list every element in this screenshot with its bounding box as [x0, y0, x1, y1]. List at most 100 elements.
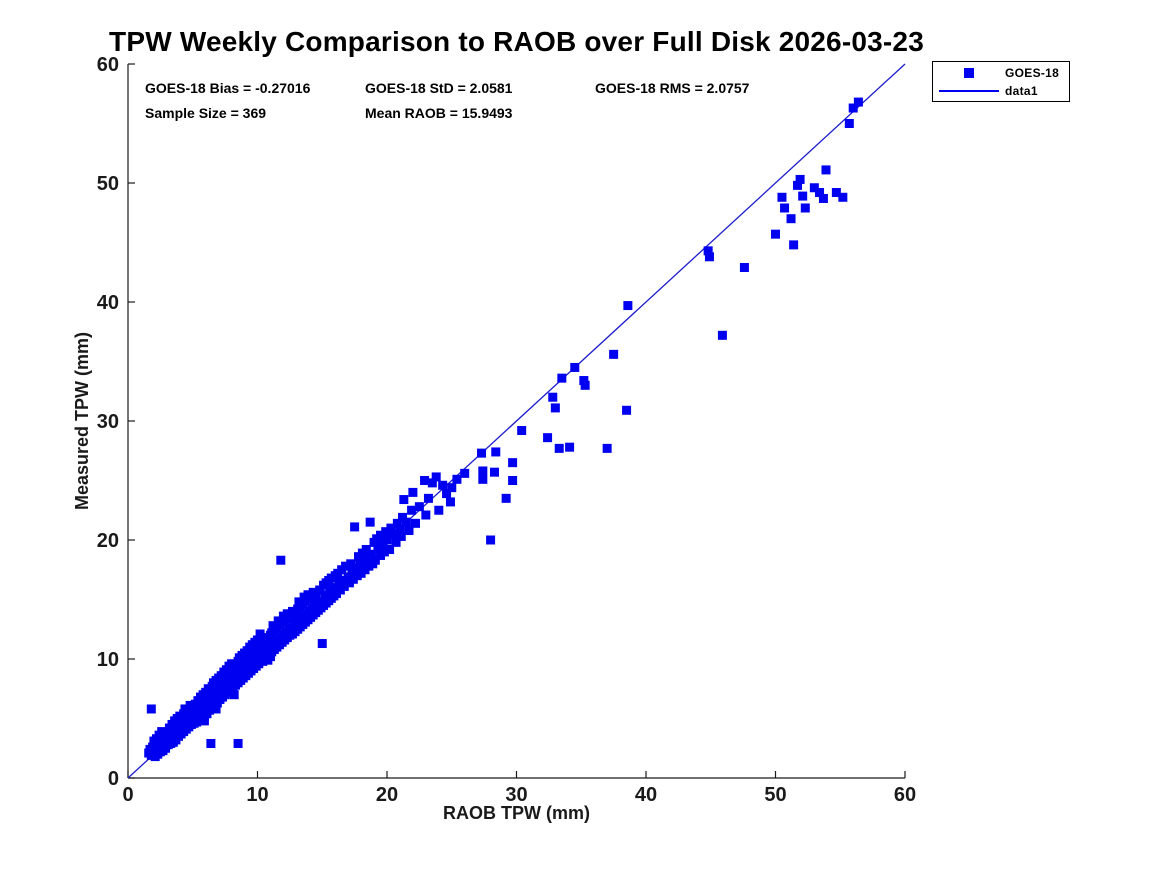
data-point: [786, 214, 796, 224]
stat-sample-size: Sample Size = 369: [145, 105, 267, 121]
data-point: [408, 487, 418, 497]
data-point: [442, 489, 452, 499]
data-point: [285, 614, 295, 624]
stat-rms: GOES-18 RMS = 2.0757: [595, 80, 750, 96]
data-point: [376, 530, 386, 540]
data-point: [414, 502, 424, 512]
data-point: [338, 575, 348, 585]
data-point: [306, 593, 316, 603]
data-point: [385, 545, 395, 555]
data-point: [550, 403, 560, 413]
data-point: [704, 252, 714, 262]
data-point: [789, 240, 799, 250]
data-point: [230, 664, 240, 674]
data-point: [315, 585, 325, 595]
legend-label: GOES-18: [1005, 65, 1060, 80]
data-point: [206, 738, 216, 748]
data-point: [392, 518, 402, 528]
data-point: [379, 547, 389, 557]
data-point: [565, 442, 575, 452]
data-point: [543, 433, 553, 443]
legend-item-goes-18: GOES-18: [933, 65, 1069, 81]
data-point: [350, 522, 360, 532]
data-point: [477, 448, 487, 458]
data-point: [818, 193, 828, 203]
data-point: [227, 659, 237, 669]
line-icon: [933, 89, 1005, 92]
data-point: [486, 535, 496, 545]
data-point: [445, 497, 455, 507]
data-point: [361, 545, 371, 555]
x-tick-label: 0: [122, 784, 133, 806]
data-point: [478, 474, 488, 484]
data-point: [373, 543, 383, 553]
data-point: [798, 191, 808, 201]
data-point: [838, 192, 848, 202]
data-point: [346, 559, 356, 569]
data-point: [391, 537, 401, 547]
data-point: [489, 467, 499, 477]
data-point: [508, 458, 518, 468]
data-point: [146, 704, 156, 714]
y-tick-label: 60: [97, 54, 119, 76]
data-point: [501, 493, 511, 503]
x-tick-label: 50: [764, 784, 786, 806]
data-point: [381, 527, 391, 537]
data-point: [370, 555, 380, 565]
data-point: [815, 188, 825, 198]
data-point: [282, 609, 292, 619]
x-tick-label: 30: [505, 784, 527, 806]
data-point: [609, 349, 619, 359]
data-point: [388, 529, 398, 539]
legend: GOES-18 data1: [932, 61, 1070, 102]
data-point: [602, 443, 612, 453]
data-point: [478, 466, 488, 476]
data-point: [199, 716, 209, 726]
data-point: [739, 262, 749, 272]
data-point: [401, 517, 411, 527]
data-point: [255, 629, 265, 639]
data-point: [290, 610, 300, 620]
data-point: [800, 203, 810, 213]
data-point: [265, 652, 275, 662]
data-point: [438, 480, 448, 490]
data-point: [423, 493, 433, 503]
data-point: [703, 246, 713, 256]
data-point: [622, 405, 632, 415]
data-point: [844, 119, 854, 128]
data-point: [275, 619, 285, 629]
data-point: [205, 689, 215, 699]
data-point: [795, 174, 805, 184]
data-point: [229, 690, 239, 700]
x-tick-label: 60: [894, 784, 916, 806]
data-point: [280, 617, 290, 627]
data-point: [570, 362, 580, 372]
data-point: [853, 97, 863, 107]
data-point: [395, 524, 405, 534]
y-axis-label: Measured TPW (mm): [72, 331, 92, 511]
data-point: [717, 330, 727, 340]
data-point: [548, 392, 558, 402]
data-point: [399, 495, 409, 505]
data-point: [382, 535, 392, 545]
data-point: [339, 581, 349, 591]
data-point: [365, 517, 375, 527]
data-point: [398, 512, 408, 522]
data-point: [263, 636, 273, 646]
data-point: [831, 188, 841, 198]
y-tick-label: 40: [97, 292, 119, 314]
data-point: [460, 468, 470, 478]
data-point: [343, 572, 353, 582]
y-tick-label: 50: [97, 173, 119, 195]
data-point: [557, 373, 567, 383]
data-point: [580, 380, 590, 390]
data-point: [554, 443, 564, 453]
legend-item-data1: data1: [933, 83, 1069, 99]
y-tick-label: 0: [108, 768, 119, 790]
data-point: [311, 591, 321, 601]
data-point: [809, 183, 819, 193]
data-point: [211, 704, 221, 714]
data-point: [396, 531, 406, 541]
square-marker-icon: [933, 67, 1005, 78]
